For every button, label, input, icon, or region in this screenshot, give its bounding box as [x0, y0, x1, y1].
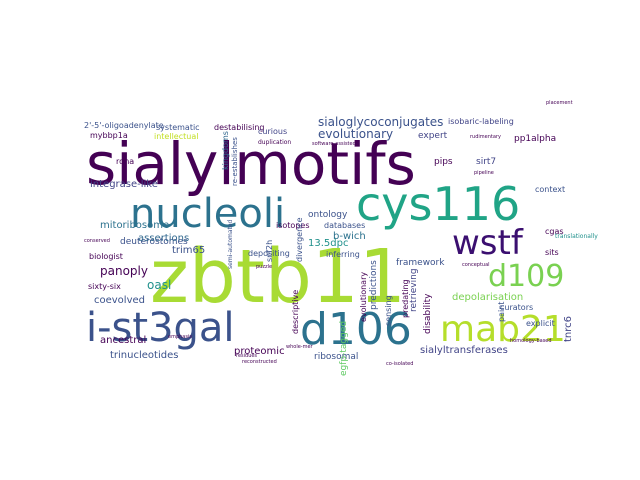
cloud-word: divergence [295, 217, 304, 263]
cloud-word: disability [423, 293, 433, 335]
cloud-word: cgas [545, 227, 564, 236]
cloud-word: tnrc6 [563, 315, 574, 342]
cloud-word: pips [434, 157, 453, 167]
cloud-word: integrase-like [90, 179, 158, 190]
cloud-word: co-isolated [386, 361, 414, 367]
cloud-word: systematic [156, 123, 200, 132]
cloud-word: assertions [138, 233, 190, 244]
cloud-word: sialyltransferases [420, 345, 508, 356]
cloud-word: framework [396, 258, 445, 268]
cloud-word: deuterostomes [120, 237, 188, 247]
cloud-word: depositing [248, 249, 290, 258]
cloud-word: ancestral [100, 335, 147, 346]
cloud-word: sialoglycoconjugates [318, 115, 444, 129]
cloud-word: curious [258, 127, 288, 136]
cloud-word: expert [418, 131, 448, 141]
cloud-word: proteomic [234, 346, 285, 357]
cloud-word: egfp-tagged [339, 320, 349, 376]
cloud-word: nucleoli [130, 191, 286, 237]
cloud-word: curators [500, 303, 534, 312]
cloud-word: databases [324, 221, 366, 230]
cloud-word: snf2h [265, 239, 274, 262]
cloud-word: evolutionary [318, 127, 394, 141]
cloud-word: translationally [555, 233, 598, 240]
cloud-word: 13.5dpc [308, 238, 349, 249]
cloud-word: coevolved [94, 295, 146, 306]
cloud-word: ribosomal [314, 352, 359, 362]
cloud-word: kingdoms [221, 131, 230, 170]
cloud-word: b-wich [333, 231, 366, 242]
cloud-word: placement [546, 100, 573, 106]
cloud-word: software-assisted [312, 141, 356, 147]
cloud-word: mitoribosome [100, 220, 170, 231]
cloud-word: d109 [488, 259, 565, 294]
cloud-word: evolutionary [359, 271, 368, 322]
cloud-word: descriptive [291, 289, 300, 334]
cloud-word: re-establishes [231, 137, 239, 186]
cloud-word: mab21 [440, 309, 566, 350]
cloud-word: predating [401, 279, 410, 318]
cloud-word: puzzle [256, 264, 273, 270]
cloud-word: whole-mer [286, 344, 313, 350]
cloud-word: duplication [258, 139, 292, 146]
cloud-word: i-st3gal [86, 305, 235, 351]
cloud-word: rdna [116, 157, 135, 166]
cloud-word: explicit [526, 319, 555, 328]
cloud-word: rudimentary [470, 134, 501, 140]
cloud-word: biologist [89, 252, 123, 261]
cloud-word: trinucleotides [110, 350, 179, 361]
cloud-word: semi-automated [227, 219, 234, 269]
cloud-word: context [535, 185, 566, 194]
cloud-word: panoply [100, 264, 148, 278]
cloud-word: oasl [147, 278, 172, 292]
cloud-word: d106 [300, 304, 412, 355]
cloud-word: homology-based [510, 338, 552, 344]
cloud-word: isotopes [276, 221, 310, 230]
cloud-word: 2'-5'-oligoadenylate [84, 121, 164, 130]
cloud-word: emphasis [168, 334, 192, 340]
cloud-word: isobaric-labeling [448, 117, 514, 126]
cloud-word: predictions [369, 260, 379, 310]
cloud-word: residues [236, 353, 258, 359]
cloud-word: sialylmotifs [86, 130, 416, 198]
cloud-word: depolarisation [452, 292, 524, 303]
cloud-word: sirt7 [476, 157, 497, 167]
cloud-word: retrieving [409, 268, 419, 312]
cloud-word: conceptual [462, 262, 490, 268]
cloud-word: inferring [326, 250, 360, 259]
cloud-word: mybbp1a [90, 131, 128, 140]
cloud-word: sixty-six [88, 282, 121, 291]
cloud-word: intellectual [154, 132, 199, 141]
cloud-word: wstf [452, 223, 523, 263]
cloud-word: sensing [384, 295, 393, 326]
cloud-word: paint [497, 301, 506, 322]
cloud-word: pipeline [474, 170, 494, 176]
cloud-word: pp1alpha [514, 134, 557, 144]
cloud-word: conserved [84, 238, 110, 244]
cloud-word: trim65 [172, 245, 206, 256]
cloud-word: destabilising [214, 123, 265, 132]
cloud-word: cys116 [356, 177, 521, 231]
cloud-word: sits [545, 248, 559, 257]
cloud-word: reconstructed [242, 359, 277, 365]
cloud-word: ontology [308, 210, 348, 220]
cloud-word: zbtb11 [150, 234, 406, 320]
